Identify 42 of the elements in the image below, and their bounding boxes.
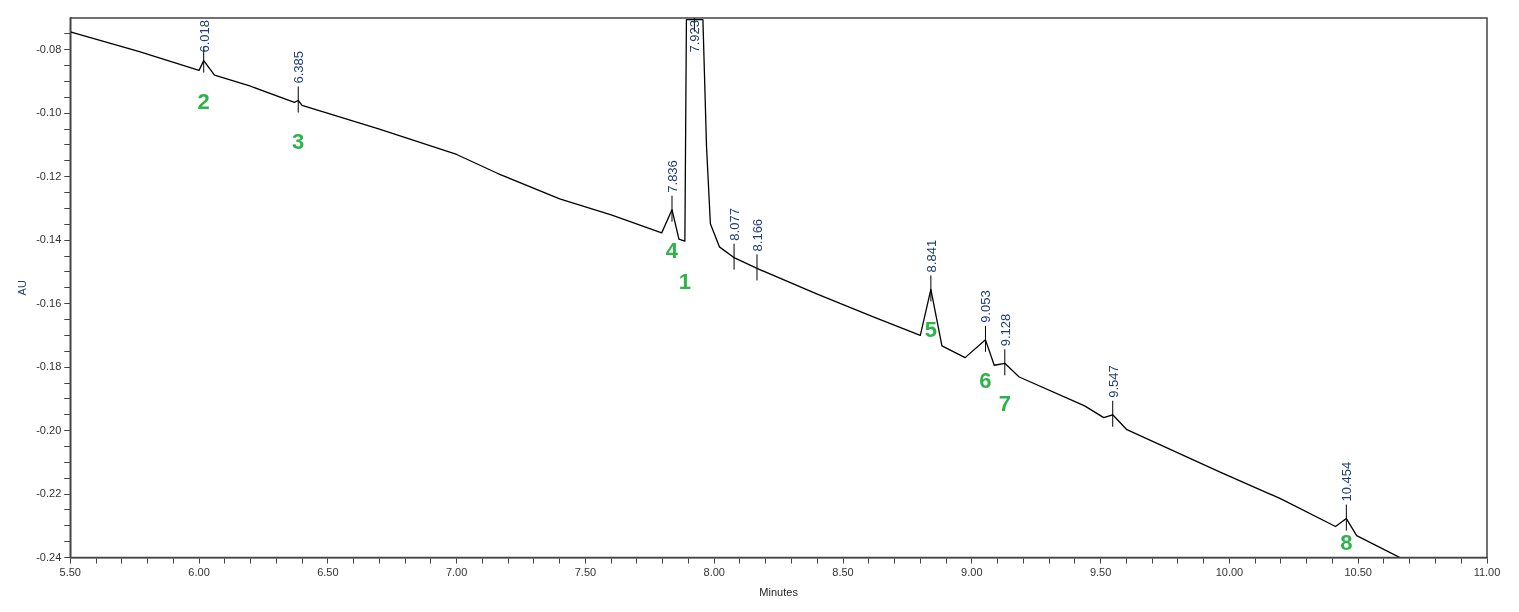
- annotation: 3: [292, 128, 305, 154]
- y-tick-label: -0.18: [36, 360, 62, 373]
- x-tick-label: 6.00: [188, 566, 210, 579]
- x-tick-label: 6.50: [317, 566, 339, 579]
- x-tick-label: 8.50: [832, 566, 854, 579]
- y-tick-label: -0.12: [36, 169, 62, 182]
- x-tick-label: 7.00: [445, 566, 468, 579]
- annotation: 9.053: [978, 290, 994, 323]
- annotation: 6.018: [196, 19, 212, 53]
- y-tick-label: -0.24: [36, 550, 62, 563]
- annotation: 5: [924, 317, 937, 343]
- annotation: 6: [979, 367, 992, 393]
- annotation: 4: [665, 237, 679, 263]
- x-tick-label: 7.50: [574, 566, 597, 579]
- y-tick-label: -0.22: [36, 487, 62, 500]
- y-tick-label: -0.16: [36, 296, 62, 309]
- annotation: 1: [678, 269, 691, 295]
- y-tick-label: -0.14: [36, 233, 62, 246]
- annotation: 7: [998, 391, 1011, 417]
- annotation: 8.841: [923, 239, 939, 273]
- x-tick-label: 10.00: [1215, 566, 1244, 579]
- y-tick-label: -0.10: [36, 106, 62, 119]
- annotation: 6.385: [291, 50, 307, 84]
- annotation: 10.454: [1339, 461, 1355, 502]
- x-tick-label: 5.50: [59, 566, 81, 579]
- annotation: 7.923: [687, 19, 703, 53]
- annotation: 2: [197, 88, 210, 114]
- annotation: 8.077: [727, 208, 743, 241]
- annotation: 9.547: [1105, 365, 1121, 398]
- annotation: 8: [1340, 529, 1353, 555]
- x-tick-label: 9.00: [961, 566, 983, 579]
- x-tick-label: 9.50: [1089, 566, 1112, 579]
- annotation: 9.128: [997, 313, 1013, 347]
- annotation: 8.166: [750, 218, 765, 252]
- x-tick-label: 10.50: [1344, 566, 1372, 579]
- x-tick-label: 8.00: [703, 566, 725, 579]
- x-tick-label: 11.00: [1473, 566, 1501, 579]
- annotation: 7.836: [665, 160, 680, 193]
- x-axis-title: Minutes: [759, 586, 799, 599]
- y-tick-label: -0.08: [36, 42, 62, 55]
- y-axis-title: AU: [15, 280, 28, 296]
- y-tick-label: -0.20: [36, 423, 62, 436]
